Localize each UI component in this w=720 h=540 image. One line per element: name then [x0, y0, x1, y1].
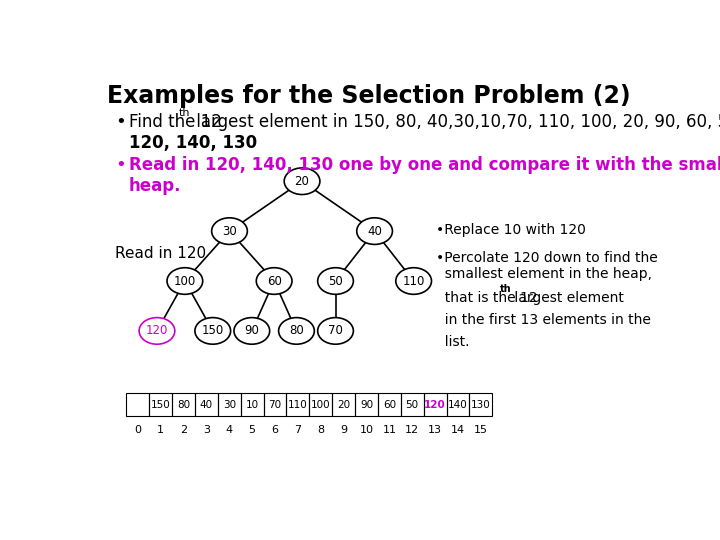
Text: 9: 9 [340, 426, 347, 435]
Text: 120, 140, 130: 120, 140, 130 [129, 134, 257, 152]
Text: 5: 5 [248, 426, 256, 435]
Text: 7: 7 [294, 426, 302, 435]
Text: 80: 80 [177, 400, 190, 410]
Text: •: • [115, 113, 126, 131]
Text: •Replace 10 with 120: •Replace 10 with 120 [436, 223, 586, 237]
Text: 70: 70 [328, 325, 343, 338]
Text: 150: 150 [150, 400, 171, 410]
Text: 0: 0 [134, 426, 141, 435]
Text: 50: 50 [405, 400, 419, 410]
Text: 120: 120 [145, 325, 168, 338]
Text: 20: 20 [294, 175, 310, 188]
Circle shape [212, 218, 248, 245]
Text: 11: 11 [382, 426, 397, 435]
Circle shape [234, 318, 270, 344]
Text: in the first 13 elements in the: in the first 13 elements in the [436, 313, 651, 327]
Text: 60: 60 [383, 400, 396, 410]
Text: th: th [500, 285, 512, 294]
Circle shape [396, 268, 431, 294]
Text: 110: 110 [402, 274, 425, 287]
Circle shape [195, 318, 230, 344]
Text: 20: 20 [337, 400, 350, 410]
Circle shape [318, 318, 354, 344]
Text: 110: 110 [288, 400, 307, 410]
Text: 60: 60 [266, 274, 282, 287]
Text: 4: 4 [225, 426, 233, 435]
Circle shape [279, 318, 315, 344]
Text: 100: 100 [174, 274, 196, 287]
Text: 90: 90 [360, 400, 373, 410]
Text: 70: 70 [269, 400, 282, 410]
Circle shape [284, 168, 320, 194]
Text: 40: 40 [367, 225, 382, 238]
Text: 80: 80 [289, 325, 304, 338]
Text: that is the 12: that is the 12 [436, 291, 538, 305]
Circle shape [139, 318, 175, 344]
Text: 14: 14 [451, 426, 465, 435]
Text: 40: 40 [199, 400, 213, 410]
Text: 10: 10 [246, 400, 258, 410]
Text: largest element in 150, 80, 40,30,10,70, 110, 100, 20, 90, 60, 50,: largest element in 150, 80, 40,30,10,70,… [191, 113, 720, 131]
Text: •Percolate 120 down to find the
  smallest element in the heap,: •Percolate 120 down to find the smallest… [436, 251, 657, 281]
Text: Read in 120: Read in 120 [115, 246, 206, 261]
Text: 1: 1 [157, 426, 164, 435]
Text: Examples for the Selection Problem (2): Examples for the Selection Problem (2) [107, 84, 631, 107]
Text: 13: 13 [428, 426, 442, 435]
Text: heap.: heap. [129, 178, 181, 195]
Text: 90: 90 [244, 325, 259, 338]
Text: 10: 10 [359, 426, 374, 435]
Text: list.: list. [436, 335, 469, 349]
Text: 12: 12 [405, 426, 419, 435]
Text: Read in 120, 140, 130 one by one and compare it with the smallest element in the: Read in 120, 140, 130 one by one and com… [129, 156, 720, 174]
Text: th: th [179, 109, 190, 118]
Text: 15: 15 [474, 426, 488, 435]
Text: 130: 130 [471, 400, 491, 410]
Text: largest element: largest element [510, 291, 624, 305]
Text: 120: 120 [424, 400, 446, 410]
Circle shape [318, 268, 354, 294]
Text: 150: 150 [202, 325, 224, 338]
Text: 140: 140 [448, 400, 468, 410]
Text: 6: 6 [271, 426, 279, 435]
Text: 50: 50 [328, 274, 343, 287]
Circle shape [356, 218, 392, 245]
Circle shape [167, 268, 203, 294]
Text: 8: 8 [318, 426, 324, 435]
Circle shape [256, 268, 292, 294]
Text: 3: 3 [203, 426, 210, 435]
Text: 30: 30 [222, 400, 235, 410]
Text: 100: 100 [311, 400, 330, 410]
Text: 30: 30 [222, 225, 237, 238]
Text: Find the 12: Find the 12 [129, 113, 222, 131]
Text: •: • [115, 156, 126, 174]
Text: 2: 2 [180, 426, 187, 435]
